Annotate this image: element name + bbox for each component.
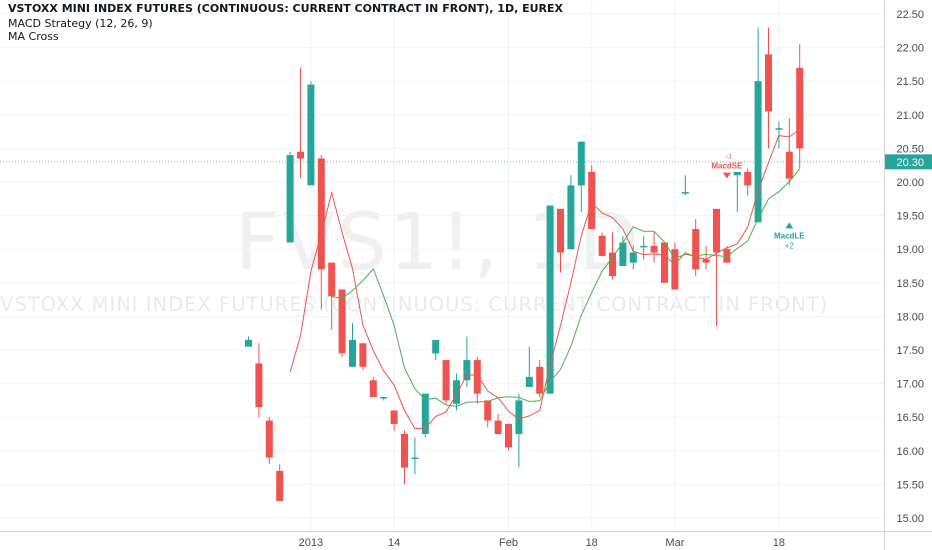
candle-body: [557, 208, 564, 253]
candle-body: [577, 141, 585, 186]
y-tick-label: 16.00: [896, 446, 924, 458]
y-tick-label: 21.00: [896, 110, 924, 122]
candle-body: [297, 151, 304, 159]
candle-body: [525, 376, 533, 387]
candle-body: [369, 380, 377, 398]
signal-arrow: [785, 222, 794, 229]
candle-body: [619, 242, 627, 266]
y-tick-label: 22.00: [896, 43, 924, 55]
candle-body: [473, 360, 481, 394]
candle-body: [349, 339, 356, 367]
y-tick-label: 18.00: [896, 311, 924, 323]
candle-body: [338, 289, 346, 354]
candle-body: [671, 249, 679, 290]
candle-body: [411, 457, 419, 460]
candle-body: [276, 470, 284, 502]
signal-buy: MacdLE+2: [774, 222, 805, 250]
candle-body: [494, 420, 502, 434]
candle-body: [650, 245, 658, 253]
candle-body: [245, 339, 252, 347]
candle-body: [598, 235, 606, 256]
x-tick-label: 14: [388, 537, 400, 549]
candle-body: [546, 205, 554, 394]
candle-body: [733, 171, 741, 176]
x-tick-label: 2013: [299, 537, 323, 549]
candle-body: [702, 259, 710, 263]
candle-body: [265, 420, 273, 458]
candle-body: [453, 380, 460, 404]
candle-body: [359, 343, 367, 367]
last-price-label: 20.30: [896, 157, 924, 169]
candle-body: [286, 155, 294, 243]
y-axis: 15.00 15.50 16.00 16.50 17.00 17.50 18.00 18.50…: [896, 9, 924, 525]
y-tick-label: 20.50: [896, 143, 924, 155]
x-tick-label: Mar: [665, 537, 684, 549]
last-price-tag: [885, 154, 932, 170]
candle-body: [421, 393, 429, 434]
candle-body: [713, 208, 720, 253]
candle-body: [775, 128, 783, 130]
grid: [0, 0, 884, 531]
candle-body: [588, 171, 596, 230]
y-tick-label: 15.50: [896, 479, 924, 491]
candle-body: [380, 397, 388, 399]
candle-body: [754, 81, 762, 223]
signal-label: MacdSE: [711, 162, 743, 171]
candle-body: [640, 245, 648, 248]
indicator-ma-cross[interactable]: MA Cross: [8, 30, 59, 43]
y-tick-label: 15.00: [896, 513, 924, 525]
chart-title: VSTOXX MINI INDEX FUTURES (CONTINUOUS: C…: [8, 2, 563, 15]
signal-sell: MacdSE-1: [711, 154, 743, 179]
y-tick-label: 16.50: [896, 412, 924, 424]
candle-body: [744, 171, 752, 186]
candle-body: [390, 410, 398, 424]
x-axis: 2013 14 Feb 18 Mar 18: [299, 537, 785, 549]
signal-qty: +2: [785, 241, 795, 250]
candle-body: [567, 185, 575, 250]
candle-body: [681, 192, 689, 194]
y-tick-label: 20.00: [896, 177, 924, 189]
y-tick-label: 19.50: [896, 211, 924, 223]
ma-fast-line: [289, 129, 800, 430]
watermark-description: VSTOXX MINI INDEX FUTURES (CONTINUOUS: C…: [0, 293, 829, 316]
candle-body: [609, 252, 616, 277]
signal-arrow: [722, 172, 731, 179]
x-tick-label: 18: [586, 537, 598, 549]
x-tick-label: 18: [773, 537, 785, 549]
candle-body: [505, 423, 512, 448]
candles: [245, 27, 804, 502]
candle-body: [401, 434, 408, 468]
candle-body: [765, 54, 772, 112]
candle-body: [328, 262, 336, 297]
x-tick-label: Feb: [499, 537, 518, 549]
y-tick-label: 19.00: [896, 244, 924, 256]
y-tick-label: 17.50: [896, 345, 924, 357]
candle-body: [442, 360, 450, 401]
candle-body: [796, 67, 804, 149]
y-tick-label: 21.50: [896, 76, 924, 88]
candle-body: [317, 158, 325, 270]
candle-body: [692, 229, 700, 270]
candle-body: [723, 249, 731, 263]
candle-body: [307, 84, 315, 186]
candle-body: [785, 151, 793, 179]
y-tick-label: 17.00: [896, 379, 924, 391]
candle-body: [536, 366, 544, 394]
candle-body: [661, 242, 668, 283]
candle-body: [255, 363, 263, 408]
candle-body: [484, 400, 492, 421]
signal-label: MacdLE: [774, 231, 805, 240]
y-tick-label: 18.50: [896, 278, 924, 290]
ma-slow-line: [331, 168, 801, 407]
candle-body: [463, 360, 471, 381]
candle-body: [629, 252, 637, 263]
signal-qty: -1: [726, 154, 732, 161]
indicator-macd-strategy[interactable]: MACD Strategy (12, 26, 9): [8, 17, 153, 30]
y-tick-label: 22.50: [896, 9, 924, 21]
candle-body: [515, 400, 523, 434]
candle-body: [432, 339, 440, 354]
